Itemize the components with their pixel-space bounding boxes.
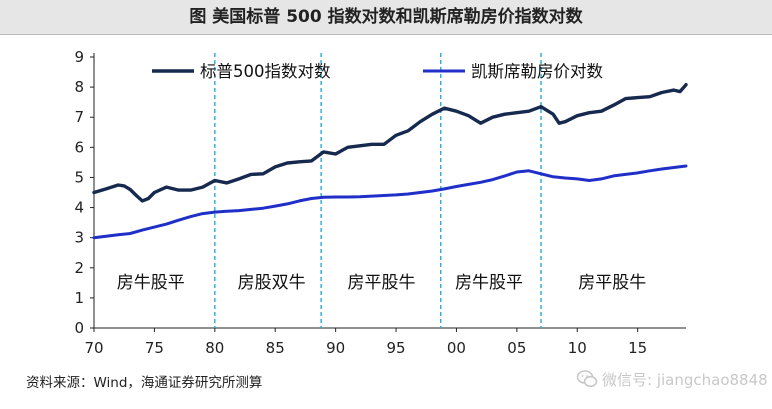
- y-tick-label: 7: [74, 108, 84, 126]
- y-tick-label: 0: [74, 319, 84, 337]
- regime-label: 房牛股平: [117, 273, 185, 293]
- title-rule: [0, 34, 772, 35]
- y-tick-label: 2: [74, 259, 84, 277]
- y-tick-label: 5: [74, 168, 84, 186]
- x-tick-label: 95: [386, 339, 405, 357]
- series-line-2: [92, 164, 688, 240]
- line-chart: 0 1 2 3 4 5 6 7 8 9 70 75 80 85 90 95 00 05 10 15 标普500指数对数 凯…: [74, 48, 688, 357]
- x-tick-label: 00: [447, 339, 466, 357]
- regime-label: 房牛股平: [455, 273, 523, 293]
- regime-label: 房平股牛: [578, 273, 646, 293]
- x-tick-label: 05: [507, 339, 526, 357]
- y-tick-label: 1: [74, 289, 84, 307]
- x-tick-label: 75: [145, 339, 164, 357]
- chart-title: 图 美国标普 500 指数对数和凯斯席勒房价指数对数: [0, 0, 772, 34]
- y-tick-label: 3: [74, 229, 84, 247]
- y-tick-label: 6: [74, 138, 84, 156]
- x-tick-label: 90: [326, 339, 345, 357]
- regime-label: 房股双牛: [238, 273, 306, 293]
- watermark-text: 微信号: jiangchao8848: [602, 370, 768, 389]
- legend-label-2: 凯斯席勒房价对数: [471, 62, 604, 81]
- wechat-icon: [576, 370, 598, 388]
- source-note: 资料来源：Wind，海通证券研究所测算: [26, 375, 263, 391]
- y-tick-label: 9: [74, 48, 84, 66]
- y-tick-label: 8: [74, 78, 84, 96]
- series-line-1: [92, 82, 688, 203]
- x-tick-label: 80: [205, 339, 224, 357]
- x-tick-label: 15: [628, 339, 647, 357]
- x-tick-label: 70: [84, 339, 103, 357]
- y-tick-label: 4: [74, 199, 84, 217]
- x-tick-label: 85: [266, 339, 285, 357]
- legend-label-1: 标普500指数对数: [200, 62, 331, 81]
- regime-label: 房平股牛: [348, 273, 416, 293]
- x-tick-label: 10: [568, 339, 587, 357]
- wechat-watermark: 微信号: jiangchao8848: [572, 366, 772, 392]
